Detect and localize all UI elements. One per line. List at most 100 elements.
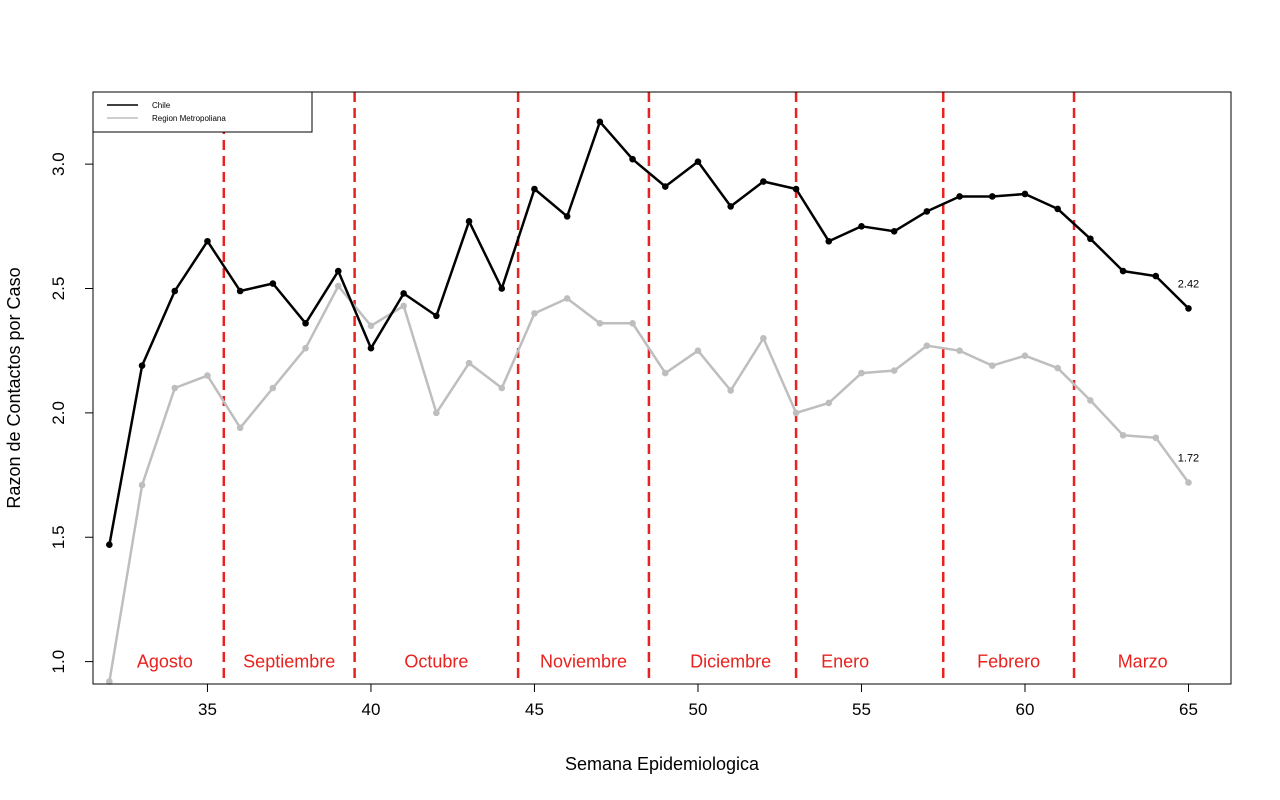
data-point — [1185, 305, 1192, 312]
plot-frame — [92, 91, 1232, 685]
data-point — [236, 287, 244, 295]
end-labels: 2.42 1.72 — [1178, 278, 1199, 464]
data-point — [531, 185, 538, 193]
data-point — [334, 267, 342, 275]
data-point — [988, 362, 996, 369]
x-tick-label: 45 — [525, 700, 544, 719]
data-point — [956, 193, 963, 200]
data-point — [106, 678, 113, 685]
y-tick-label: 2.0 — [49, 401, 68, 425]
month-label: Agosto — [137, 652, 193, 672]
data-point — [171, 384, 179, 392]
month-label: Enero — [821, 652, 869, 672]
data-point — [629, 155, 636, 163]
data-point — [923, 208, 931, 215]
legend: Chile Region Metropoliana — [92, 91, 313, 133]
month-label: Marzo — [1118, 652, 1168, 672]
y-tick-label: 3.0 — [49, 152, 68, 176]
data-point — [825, 237, 833, 245]
data-point — [694, 347, 702, 354]
data-point — [596, 118, 604, 126]
data-point — [890, 227, 898, 235]
x-tick-label: 60 — [1016, 700, 1035, 719]
data-point — [858, 223, 865, 230]
series-chile — [106, 118, 1192, 549]
data-point — [269, 384, 277, 392]
series-line — [108, 120, 1190, 545]
data-point — [1021, 190, 1029, 198]
data-point — [858, 369, 865, 377]
x-tick-label: 35 — [198, 700, 217, 719]
data-point — [923, 342, 931, 350]
data-point — [1054, 364, 1061, 372]
y-tick-label: 2.5 — [49, 277, 68, 301]
series-layer — [106, 118, 1192, 685]
month-label: Octubre — [404, 652, 468, 672]
data-point — [890, 367, 898, 374]
data-point — [760, 334, 767, 342]
month-label: Diciembre — [690, 652, 771, 672]
data-point — [465, 359, 473, 367]
data-point — [106, 541, 113, 549]
data-point — [694, 158, 702, 165]
data-point — [1054, 205, 1061, 213]
data-point — [171, 287, 179, 295]
data-point — [563, 295, 571, 302]
end-value-label: 2.42 — [1178, 278, 1199, 290]
month-label: Septiembre — [243, 652, 335, 672]
data-point — [269, 280, 277, 287]
data-point — [792, 409, 800, 417]
series-line — [108, 284, 1190, 682]
x-tick-label: 50 — [689, 700, 708, 719]
data-point — [727, 387, 734, 394]
x-tick-label: 55 — [852, 700, 871, 719]
y-tick-label: 1.5 — [49, 525, 68, 549]
x-tick-label: 65 — [1179, 700, 1198, 719]
data-point — [465, 218, 473, 225]
data-point — [138, 481, 146, 489]
month-labels: Agosto Septiembre Octubre Noviembre Diciembr… — [137, 652, 1168, 672]
data-point — [302, 320, 309, 327]
data-point — [1021, 352, 1029, 359]
data-point — [433, 312, 440, 320]
data-point — [236, 424, 244, 432]
data-point — [629, 320, 636, 327]
y-tick-label: 1.0 — [49, 650, 68, 674]
data-point — [1119, 431, 1127, 439]
data-point — [138, 362, 146, 369]
legend-label: Chile — [152, 101, 171, 110]
data-point — [367, 322, 375, 330]
data-point — [400, 290, 407, 297]
data-point — [1152, 434, 1160, 442]
month-label: Febrero — [977, 652, 1040, 672]
series-region-metropoliana — [106, 282, 1192, 685]
data-point — [433, 409, 440, 417]
data-point — [367, 344, 375, 352]
data-point — [825, 399, 833, 407]
data-point — [204, 372, 211, 379]
legend-box — [92, 91, 313, 133]
data-point — [498, 384, 506, 392]
end-value-label: 1.72 — [1178, 453, 1199, 465]
data-point — [334, 282, 342, 290]
data-point — [661, 369, 669, 377]
data-point — [1119, 267, 1127, 275]
x-axis-label: Semana Epidemiologica — [565, 754, 760, 774]
data-point — [1185, 479, 1192, 486]
data-point — [563, 213, 571, 220]
data-point — [1087, 397, 1094, 404]
data-point — [760, 178, 767, 185]
data-point — [596, 320, 604, 327]
data-point — [302, 344, 309, 352]
data-point — [204, 237, 211, 245]
data-point — [531, 310, 538, 317]
data-point — [792, 185, 800, 193]
data-point — [727, 203, 734, 210]
data-point — [498, 285, 506, 292]
data-point — [1087, 235, 1094, 243]
data-point — [661, 183, 669, 190]
data-point — [1152, 272, 1160, 280]
y-axis-label: Razon de Contactos por Caso — [4, 267, 24, 508]
x-tick-label: 40 — [361, 700, 380, 719]
